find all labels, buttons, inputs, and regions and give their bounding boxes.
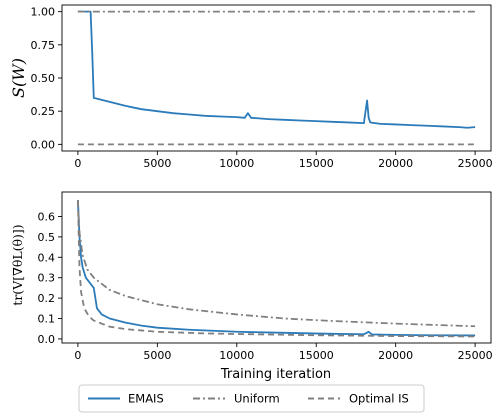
legend-item-emais: EMAIS	[88, 392, 164, 406]
bottom-ytick-label: 0.4	[38, 251, 56, 264]
legend-item-uniform: Uniform	[193, 392, 280, 406]
top-ytick-label: 1.00	[31, 6, 56, 19]
bottom-axes-frame	[61, 191, 492, 344]
top-ytick-label: 0.00	[31, 138, 56, 151]
top-xtick-label: 10000	[219, 157, 254, 170]
top-xtick-label: 0	[74, 157, 81, 170]
bottom-chart-panel: 0 5000 10000 15000 20000 25000 0.0 0.1 0.2 0.3 0.4…	[38, 191, 493, 362]
bottom-xtick-label: 25000	[458, 349, 493, 362]
top-ylabel-text: S(W)	[9, 58, 28, 98]
top-ylabel: S(W)	[9, 58, 28, 98]
bottom-series-group	[76, 200, 476, 338]
bottom-xtick-label: 0	[74, 349, 81, 362]
bottom-series-optimal-is	[76, 200, 476, 338]
top-xtick-label: 25000	[458, 157, 493, 170]
bottom-xtick-label: 10000	[219, 349, 254, 362]
top-ytick-label: 0.50	[31, 72, 56, 85]
bottom-xtick-label: 20000	[378, 349, 413, 362]
bottom-series-uniform	[76, 200, 476, 328]
top-ytick-label: 0.25	[31, 105, 56, 118]
legend-label-emais: EMAIS	[128, 392, 164, 406]
top-axes-frame	[61, 4, 492, 152]
legend-label-optimal-is: Optimal IS	[349, 392, 409, 406]
legend: EMAIS Uniform Optimal IS	[78, 384, 425, 413]
bottom-xtick-label: 15000	[299, 349, 334, 362]
top-chart-panel: 0 5000 10000 15000 20000 25000 0.00 0.25 0.50 0.7…	[31, 4, 493, 170]
bottom-series-emais	[76, 200, 476, 337]
legend-box	[78, 384, 425, 413]
top-ytick-label: 0.75	[31, 39, 56, 52]
top-xtick-label: 20000	[378, 157, 413, 170]
bottom-ylabel: tr(V[∇θL(θ)])	[10, 224, 25, 305]
legend-item-optimal-is: Optimal IS	[308, 392, 409, 406]
top-series-group	[77, 10, 476, 146]
bottom-ytick-label: 0.2	[38, 292, 56, 305]
bottom-xlabel: Training iteration	[220, 367, 331, 382]
bottom-ytick-label: 0.1	[38, 313, 56, 326]
bottom-ylabel-text: tr(V[∇θL(θ)])	[10, 224, 25, 305]
legend-label-uniform: Uniform	[234, 392, 280, 406]
bottom-ytick-label: 0.3	[38, 272, 56, 285]
top-xtick-label: 5000	[143, 157, 171, 170]
top-series-emais	[77, 10, 476, 129]
bottom-ytick-label: 0.6	[38, 210, 56, 223]
bottom-xtick-label: 5000	[143, 349, 171, 362]
top-xtick-label: 15000	[299, 157, 334, 170]
bottom-ytick-label: 0.5	[38, 231, 56, 244]
bottom-ytick-label: 0.0	[38, 333, 56, 346]
